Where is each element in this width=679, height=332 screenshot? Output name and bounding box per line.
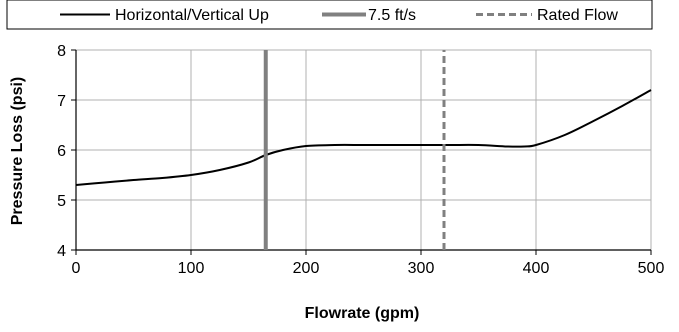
y-tick-label-4: 8: [57, 43, 66, 60]
x-axis-title: Flowrate (gpm): [305, 305, 420, 322]
y-tick-label-1: 5: [57, 193, 66, 210]
data-series: [75, 50, 652, 250]
x-tick-label-3: 300: [408, 260, 435, 277]
x-tick-label-5: 500: [638, 260, 665, 277]
grid-lines: [76, 49, 652, 250]
y-tick-label-2: 6: [57, 143, 66, 160]
y-axis-title: Pressure Loss (psi): [9, 77, 26, 226]
legend-label-series-2: Rated Flow: [537, 7, 618, 24]
legend-label-series-0: Horizontal/Vertical Up: [115, 7, 269, 24]
legend: Horizontal/Vertical Up 7.5 ft/s Rated Fl…: [6, 0, 653, 30]
axes: [71, 49, 652, 255]
y-tick-label-3: 7: [57, 93, 66, 110]
tick-labels: 0 100 200 300 400 500 4 5 6 7 8: [57, 43, 664, 277]
x-tick-label-2: 200: [293, 260, 320, 277]
x-tick-label-1: 100: [178, 260, 205, 277]
legend-label-series-1: 7.5 ft/s: [368, 7, 416, 24]
y-tick-label-0: 4: [57, 243, 66, 260]
x-tick-label-4: 400: [523, 260, 550, 277]
x-tick-label-0: 0: [72, 260, 81, 277]
series-line-0: [75, 89, 652, 186]
